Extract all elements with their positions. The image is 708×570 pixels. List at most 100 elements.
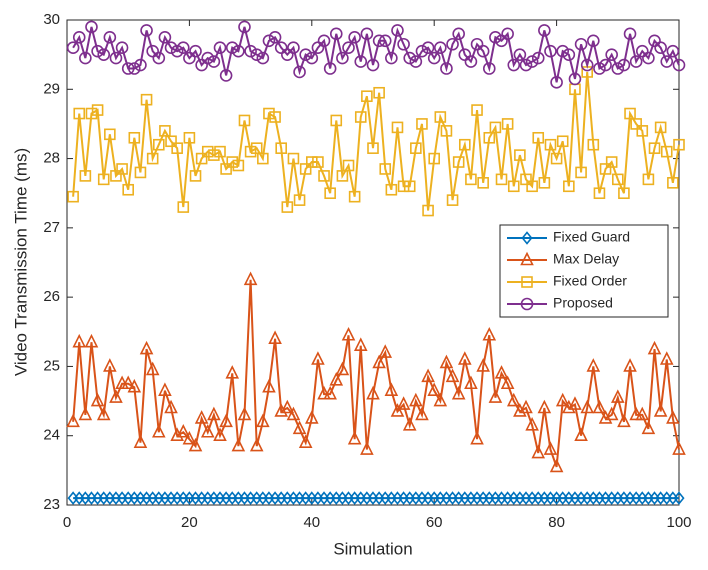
marker xyxy=(342,41,355,55)
marker xyxy=(336,51,349,65)
marker xyxy=(416,118,428,130)
marker xyxy=(446,194,459,206)
marker xyxy=(507,58,521,72)
marker xyxy=(618,187,630,200)
marker xyxy=(476,44,490,58)
y-tick-label: 27 xyxy=(43,219,60,236)
marker xyxy=(231,437,246,452)
marker xyxy=(519,399,533,414)
marker xyxy=(170,44,184,58)
marker xyxy=(489,31,502,44)
marker xyxy=(250,48,264,61)
marker xyxy=(604,406,619,421)
marker xyxy=(501,118,514,130)
marker xyxy=(170,427,184,442)
marker xyxy=(421,368,435,383)
marker xyxy=(672,441,686,455)
marker xyxy=(538,177,551,189)
marker xyxy=(476,358,490,372)
marker xyxy=(550,76,563,89)
marker xyxy=(587,138,600,151)
y-axis-label: Video Transmission Time (ms) xyxy=(11,148,30,376)
marker xyxy=(367,142,379,154)
marker xyxy=(471,104,483,116)
marker xyxy=(250,142,263,154)
marker xyxy=(495,173,508,186)
marker xyxy=(531,444,546,459)
marker xyxy=(366,58,380,72)
marker xyxy=(72,333,87,348)
marker xyxy=(623,27,637,41)
marker xyxy=(115,41,129,55)
marker xyxy=(219,69,233,82)
marker xyxy=(385,183,398,196)
marker xyxy=(158,382,172,396)
marker xyxy=(605,48,618,61)
marker xyxy=(525,55,539,68)
marker xyxy=(372,34,386,48)
marker xyxy=(201,51,215,65)
marker xyxy=(586,358,601,372)
marker xyxy=(464,375,478,390)
marker xyxy=(434,111,447,123)
marker xyxy=(452,156,465,168)
marker xyxy=(116,163,128,175)
legend-label: Fixed Order xyxy=(553,273,627,289)
marker xyxy=(262,34,276,48)
marker xyxy=(214,145,226,158)
marker xyxy=(378,344,393,358)
marker xyxy=(323,385,337,400)
marker xyxy=(263,107,275,120)
marker xyxy=(593,62,606,75)
marker xyxy=(611,389,625,403)
marker xyxy=(299,48,312,61)
marker xyxy=(152,51,166,65)
marker xyxy=(667,177,679,189)
marker xyxy=(427,51,441,65)
marker xyxy=(549,458,564,473)
marker xyxy=(489,121,502,134)
marker xyxy=(464,55,478,68)
marker xyxy=(562,399,576,414)
x-tick-label: 20 xyxy=(181,514,198,531)
marker xyxy=(513,403,527,417)
marker xyxy=(329,371,344,386)
marker xyxy=(146,152,159,165)
marker xyxy=(372,354,386,369)
marker xyxy=(208,149,220,161)
legend: Fixed Guard Max Delay Fixed Order Proposed xyxy=(499,224,669,318)
x-tick-label: 40 xyxy=(303,514,320,531)
marker xyxy=(311,351,325,365)
marker xyxy=(262,378,276,393)
marker xyxy=(647,340,662,355)
marker xyxy=(537,399,552,414)
marker xyxy=(592,399,607,414)
series-line xyxy=(72,71,680,211)
marker xyxy=(373,86,385,99)
marker xyxy=(391,24,404,37)
marker xyxy=(605,156,618,168)
marker xyxy=(434,41,447,55)
marker xyxy=(402,417,417,431)
marker xyxy=(562,48,576,61)
marker xyxy=(312,156,324,168)
marker xyxy=(256,51,270,65)
marker xyxy=(353,337,368,351)
marker xyxy=(176,423,191,438)
marker xyxy=(189,170,202,182)
marker xyxy=(361,90,373,103)
marker xyxy=(653,403,668,417)
marker xyxy=(500,375,515,390)
marker xyxy=(520,297,534,311)
marker xyxy=(293,65,306,79)
marker xyxy=(342,159,355,172)
marker xyxy=(410,142,422,154)
marker xyxy=(287,152,300,165)
marker xyxy=(109,51,123,65)
marker xyxy=(104,128,116,141)
marker xyxy=(660,55,674,68)
marker xyxy=(238,114,251,127)
marker xyxy=(617,58,631,72)
marker xyxy=(195,152,208,165)
marker xyxy=(630,118,642,130)
